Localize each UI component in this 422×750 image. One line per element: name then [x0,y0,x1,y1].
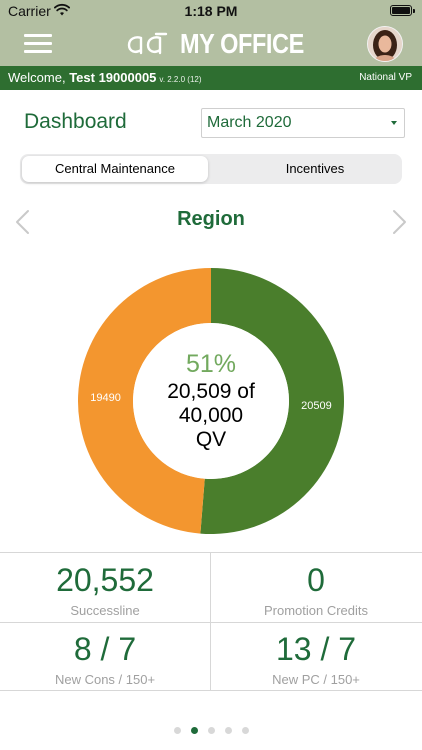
tab-central-maintenance[interactable]: Central Maintenance [22,156,208,182]
welcome-bar: Welcome, Test 19000005 v. 2.2.0 (12) Nati… [0,66,422,90]
month-dropdown-value: March 2020 [207,114,292,131]
page-dot[interactable] [224,727,232,734]
welcome-greeting: Welcome, [8,70,66,85]
divider [210,553,211,690]
donut-slice-label: 20509 [301,400,332,412]
app-version: v. 2.2.0 (12) [159,75,202,84]
donut-center-text: 20,509 of 40,000 QV [161,380,261,452]
stat-value: 0 [307,562,325,598]
donut-hole [133,323,289,479]
status-bar: Carrier 1:18 PM [0,0,422,22]
carrier-label: Carrier [8,3,51,19]
welcome-text: Welcome, Test 19000005 v. 2.2.0 (12) [8,70,202,85]
stat-new-cons[interactable]: 8 / 7 New Cons / 150+ [0,630,210,687]
clock: 1:18 PM [184,3,238,19]
stat-label: Promotion Credits [263,603,369,618]
donut-slice-remaining [78,268,211,534]
month-dropdown[interactable]: March 2020 [201,108,405,138]
donut-slice-achieved [200,268,344,534]
stat-value: 8 / 7 [73,631,137,667]
tab-incentives[interactable]: Incentives [285,161,345,176]
stat-label: Successline [70,603,140,618]
wifi-icon [54,3,70,16]
user-rank: National VP [359,72,412,83]
page-dot[interactable] [173,727,181,734]
region-title: Region [177,208,245,230]
user-avatar[interactable] [367,26,403,62]
previous-arrow-icon[interactable] [10,208,36,236]
page-dot[interactable] [241,727,249,734]
page-dot[interactable] [190,727,198,734]
donut-center-line-2: 40,000 [178,404,244,427]
stat-label: New Cons / 150+ [54,672,156,687]
app-header: MY OFFICE [0,22,422,66]
stat-value: 20,552 [56,562,154,598]
page-indicator[interactable] [0,727,422,734]
divider [0,622,422,623]
stat-value: 13 / 7 [275,631,357,667]
battery-icon [390,5,415,16]
app-title: MY OFFICE [180,28,304,59]
stat-successline[interactable]: 20,552 Successline [0,561,210,618]
next-arrow-icon[interactable] [386,208,412,236]
stat-promotion-credits[interactable]: 0 Promotion Credits [211,561,421,618]
stats-grid: 20,552 Successline 0 Promotion Credits 8… [0,552,422,691]
qv-donut-chart: 20509 19490 [78,268,344,534]
amway-logo [127,32,168,55]
donut-center-line-3: QV [195,428,227,451]
segmented-control: Central Maintenance Incentives [20,154,402,184]
hamburger-menu-icon[interactable] [24,32,52,54]
donut-slice-label: 19490 [90,392,121,404]
user-name: Test 19000005 [69,70,157,85]
chevron-down-icon [391,121,397,125]
page-dot[interactable] [207,727,215,734]
stat-label: New PC / 150+ [272,672,360,687]
donut-center-line-1: 20,509 of [167,380,255,403]
stat-new-pc[interactable]: 13 / 7 New PC / 150+ [211,630,421,687]
donut-percent: 51% [185,350,237,378]
dashboard-title: Dashboard [24,110,127,133]
